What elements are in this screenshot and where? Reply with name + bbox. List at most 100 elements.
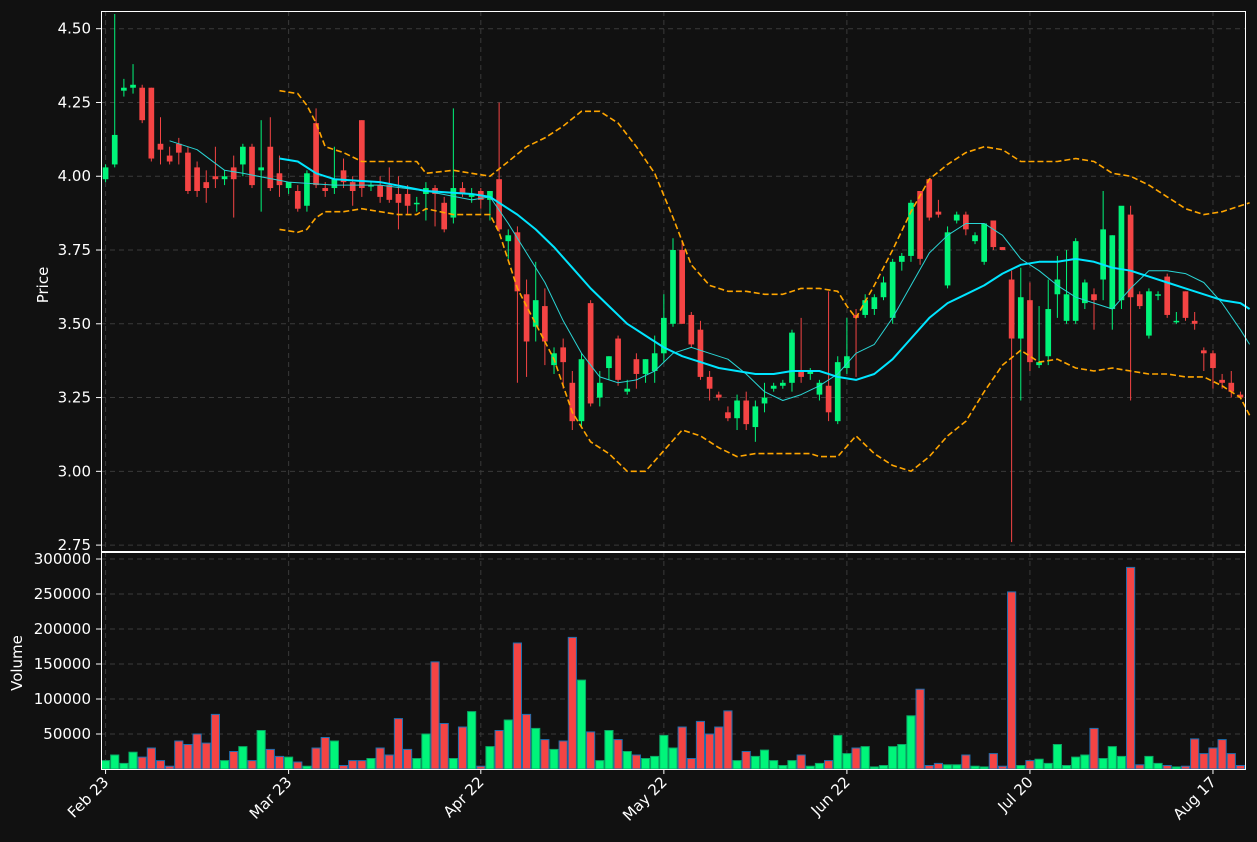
- price-tick-label: 3.50: [58, 315, 91, 333]
- volume-bar: [695, 720, 706, 770]
- candle-body: [487, 191, 493, 200]
- candle-body: [862, 300, 869, 315]
- candle-body: [221, 176, 228, 180]
- volume-bar: [137, 756, 147, 770]
- volume-bar: [723, 710, 733, 770]
- candle-body: [1200, 350, 1207, 354]
- candle-body: [743, 400, 750, 425]
- candle-body: [157, 143, 164, 150]
- sma-slow-line: [279, 157, 1251, 381]
- candle-body: [688, 314, 695, 345]
- volume-bar: [366, 758, 376, 770]
- bollinger-lower-line: [279, 207, 1251, 473]
- volume-bar: [714, 726, 724, 770]
- price-panel-frame: [101, 11, 1246, 552]
- candle-body: [1036, 362, 1042, 366]
- candle-body: [1155, 294, 1161, 296]
- price-tick-label: 3.25: [58, 389, 91, 407]
- bollinger-upper-line: [279, 89, 1250, 319]
- candle-body: [587, 303, 594, 404]
- candle-body: [898, 255, 905, 262]
- candle-body: [377, 185, 383, 197]
- volume-bar: [824, 760, 834, 770]
- candle-body: [203, 182, 210, 189]
- volume-bar: [1153, 762, 1163, 770]
- volume-grid: [101, 552, 1245, 769]
- volume-bar: [192, 733, 202, 770]
- candle-body: [459, 188, 466, 194]
- candle-body: [917, 191, 923, 259]
- volume-bar: [311, 747, 321, 770]
- volume-bar: [869, 766, 879, 770]
- volume-bar: [970, 765, 980, 770]
- volume-tick-label: 50000: [43, 725, 91, 743]
- candle-body: [953, 214, 960, 221]
- candle-body: [569, 382, 576, 422]
- candle-body: [807, 371, 814, 374]
- volume-bar: [174, 740, 184, 770]
- volume-bar: [1190, 738, 1200, 770]
- volume-bar: [256, 730, 266, 770]
- volume-bar: [750, 755, 760, 770]
- volume-bar: [448, 758, 458, 770]
- candle-body: [761, 397, 768, 404]
- candle-body: [230, 167, 237, 180]
- volume-bar: [668, 747, 678, 770]
- volume-bar: [988, 753, 998, 770]
- volume-bar: [320, 737, 330, 770]
- candle-body: [249, 146, 255, 186]
- candle-body: [1219, 379, 1225, 383]
- price-axis-label: Price: [34, 267, 52, 304]
- candle-body: [1072, 241, 1079, 321]
- candle-body: [349, 182, 356, 191]
- candle-body: [697, 329, 704, 377]
- volume-bar: [961, 754, 971, 770]
- volume-bar: [284, 756, 294, 770]
- candle-body: [1063, 294, 1070, 321]
- sma-fast-line: [169, 140, 1251, 401]
- volume-bar: [375, 747, 385, 770]
- candle-body: [642, 359, 649, 374]
- candle-body: [194, 167, 200, 191]
- volume-bar: [503, 719, 513, 770]
- volume-bar: [1043, 762, 1053, 770]
- candle-body: [596, 382, 603, 398]
- candle-body: [294, 191, 301, 209]
- volume-bar: [833, 734, 843, 770]
- candle-body: [715, 394, 722, 398]
- volume-bar: [540, 739, 550, 770]
- candle-body: [825, 385, 832, 413]
- candle-body: [798, 371, 804, 377]
- volume-tick-label: 100000: [34, 690, 91, 708]
- candle-body: [1237, 394, 1244, 398]
- candle-body: [1091, 294, 1097, 301]
- candle-body: [880, 282, 887, 298]
- candle-body: [908, 202, 914, 256]
- volume-bar: [759, 749, 770, 770]
- volume-bar: [338, 765, 349, 770]
- volume-bar: [595, 760, 605, 770]
- volume-bar: [952, 764, 962, 770]
- volume-bar: [1007, 591, 1017, 770]
- volume-bar: [1025, 760, 1035, 770]
- volume-bar: [329, 740, 339, 770]
- volume-bar: [238, 746, 248, 770]
- volume-bar: [741, 751, 751, 770]
- volume-tick-label: 150000: [34, 655, 91, 673]
- moving-averages: [169, 140, 1251, 401]
- volume-bar: [942, 764, 953, 770]
- volume-bar: [613, 739, 623, 770]
- volume-bar: [622, 751, 632, 770]
- volume-bar: [146, 747, 156, 770]
- volume-bar: [1107, 746, 1117, 770]
- volume-bar: [915, 688, 925, 770]
- price-tick-label: 2.75: [58, 536, 91, 554]
- volume-bar: [933, 762, 943, 770]
- volume-bar: [119, 762, 129, 770]
- candle-body: [276, 173, 283, 186]
- volume-bar: [265, 748, 275, 770]
- volume-bar: [101, 760, 111, 770]
- candle-body: [1045, 309, 1052, 357]
